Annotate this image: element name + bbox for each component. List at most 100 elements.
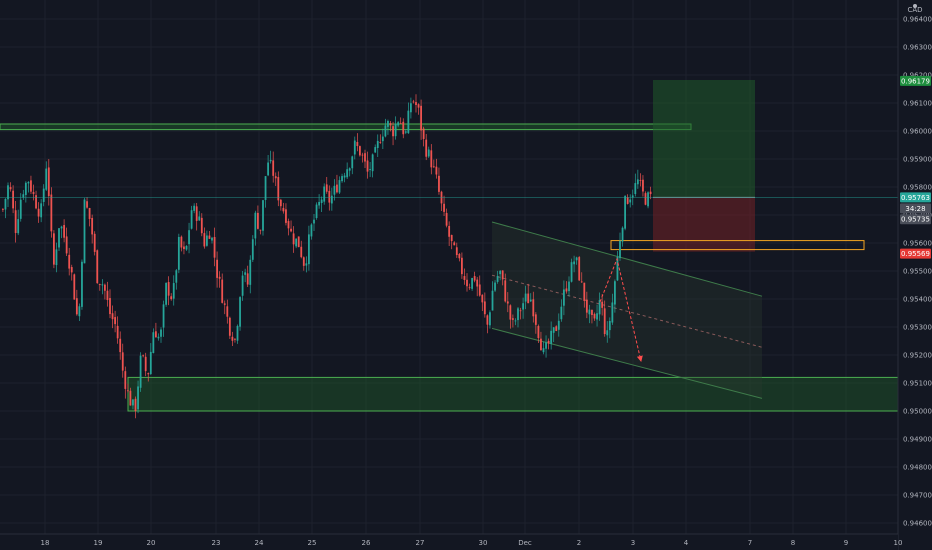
candle-body bbox=[88, 208, 91, 219]
candle-body bbox=[369, 169, 371, 171]
candle-body bbox=[208, 235, 211, 239]
candle-body bbox=[629, 199, 632, 203]
time-tick-label: 19 bbox=[94, 539, 103, 547]
candle-body bbox=[53, 233, 55, 265]
candle-body bbox=[246, 273, 249, 285]
time-tick-label: 23 bbox=[212, 539, 221, 547]
candle-body bbox=[532, 299, 535, 317]
price-axis-background bbox=[898, 0, 932, 550]
candle-body bbox=[356, 142, 359, 147]
candle-body bbox=[239, 297, 241, 327]
candle-body bbox=[155, 331, 157, 338]
long-position-stop-area[interactable] bbox=[653, 197, 755, 252]
order-block-zone[interactable] bbox=[610, 240, 865, 251]
candle-body bbox=[98, 283, 101, 285]
candle-body bbox=[75, 298, 78, 315]
long-position-target-area[interactable] bbox=[653, 80, 755, 198]
candle-body bbox=[540, 338, 542, 351]
candle-body bbox=[226, 306, 229, 317]
candle-body bbox=[601, 301, 604, 308]
resistance-zone[interactable] bbox=[0, 123, 692, 131]
candle-body bbox=[376, 140, 379, 148]
channel-upper-line[interactable] bbox=[491, 221, 763, 297]
candles-layer bbox=[2, 94, 652, 419]
candle-body bbox=[330, 195, 333, 204]
candle-body bbox=[387, 120, 389, 127]
channel-lower-line[interactable] bbox=[491, 327, 763, 399]
candle-body bbox=[619, 240, 621, 259]
entry-price-badge-label: 0.95735 bbox=[901, 216, 930, 224]
candle-body bbox=[616, 256, 619, 281]
time-tick-labels: 18 19 20 23 24 25 26 27 30 Dec 2 3 4 7 8 9 10 bbox=[41, 539, 903, 547]
candle-body bbox=[585, 299, 588, 313]
candle-body bbox=[494, 282, 496, 291]
candle-body bbox=[279, 199, 282, 207]
candle-body bbox=[509, 305, 512, 320]
candle-body bbox=[639, 180, 642, 181]
candle-body bbox=[144, 356, 147, 372]
candle-body bbox=[157, 336, 160, 339]
candle-body bbox=[626, 197, 629, 204]
descending-channel bbox=[491, 221, 763, 399]
candle-body bbox=[333, 185, 336, 195]
projection-arrow bbox=[599, 257, 643, 362]
candle-body bbox=[542, 348, 545, 353]
candle-body bbox=[435, 166, 438, 175]
candle-body bbox=[318, 201, 320, 206]
candle-body bbox=[254, 212, 257, 239]
candle-body bbox=[603, 308, 606, 335]
price-tick-label: 0.95500 bbox=[903, 268, 932, 276]
candle-body bbox=[374, 147, 377, 153]
candle-body bbox=[259, 229, 262, 231]
candle-body bbox=[42, 188, 45, 202]
candle-body bbox=[282, 207, 285, 212]
support-zone[interactable] bbox=[127, 376, 899, 412]
candle-body bbox=[165, 282, 167, 305]
candle-body bbox=[547, 340, 550, 344]
candle-body bbox=[476, 279, 479, 287]
candle-body bbox=[14, 210, 17, 233]
candle-body bbox=[142, 355, 145, 357]
candle-body bbox=[450, 234, 453, 242]
candle-body bbox=[86, 201, 88, 208]
currency-icon[interactable] bbox=[913, 4, 917, 8]
candle-body bbox=[598, 300, 601, 315]
candle-body bbox=[177, 236, 180, 270]
candle-body bbox=[361, 154, 364, 156]
candle-body bbox=[129, 390, 132, 406]
price-badges: 0.96179 0.95763 34:28 0.95735 0.95569 bbox=[900, 4, 931, 259]
candle-body bbox=[160, 329, 162, 337]
candle-body bbox=[573, 261, 575, 265]
candle-body bbox=[649, 191, 652, 195]
candle-body bbox=[443, 203, 445, 212]
candle-body bbox=[468, 287, 471, 289]
candle-body bbox=[147, 373, 150, 375]
candle-body bbox=[578, 257, 581, 281]
candle-body bbox=[50, 194, 53, 232]
candle-body bbox=[608, 320, 611, 331]
candle-body bbox=[170, 296, 173, 300]
candle-body bbox=[568, 281, 570, 292]
candle-body bbox=[81, 261, 83, 307]
candle-body bbox=[570, 262, 573, 282]
candle-body bbox=[30, 180, 32, 192]
candle-body bbox=[624, 196, 626, 229]
candle-body bbox=[473, 276, 476, 281]
candle-body bbox=[555, 326, 558, 331]
candle-body bbox=[445, 212, 448, 226]
candle-body bbox=[83, 199, 86, 264]
candle-body bbox=[27, 181, 30, 184]
candle-body bbox=[7, 185, 9, 200]
candle-body bbox=[310, 224, 313, 237]
candle-body bbox=[55, 249, 58, 266]
candle-body bbox=[119, 338, 122, 353]
candle-body bbox=[116, 325, 119, 339]
candle-body bbox=[397, 122, 400, 126]
candle-body bbox=[522, 303, 524, 310]
candle-body bbox=[647, 192, 649, 207]
time-axis[interactable]: 18 19 20 23 24 25 26 27 30 Dec 2 3 4 7 8 9 10 bbox=[0, 533, 903, 550]
candle-body bbox=[12, 190, 14, 209]
candle-body bbox=[529, 299, 532, 302]
candle-body bbox=[580, 281, 583, 283]
